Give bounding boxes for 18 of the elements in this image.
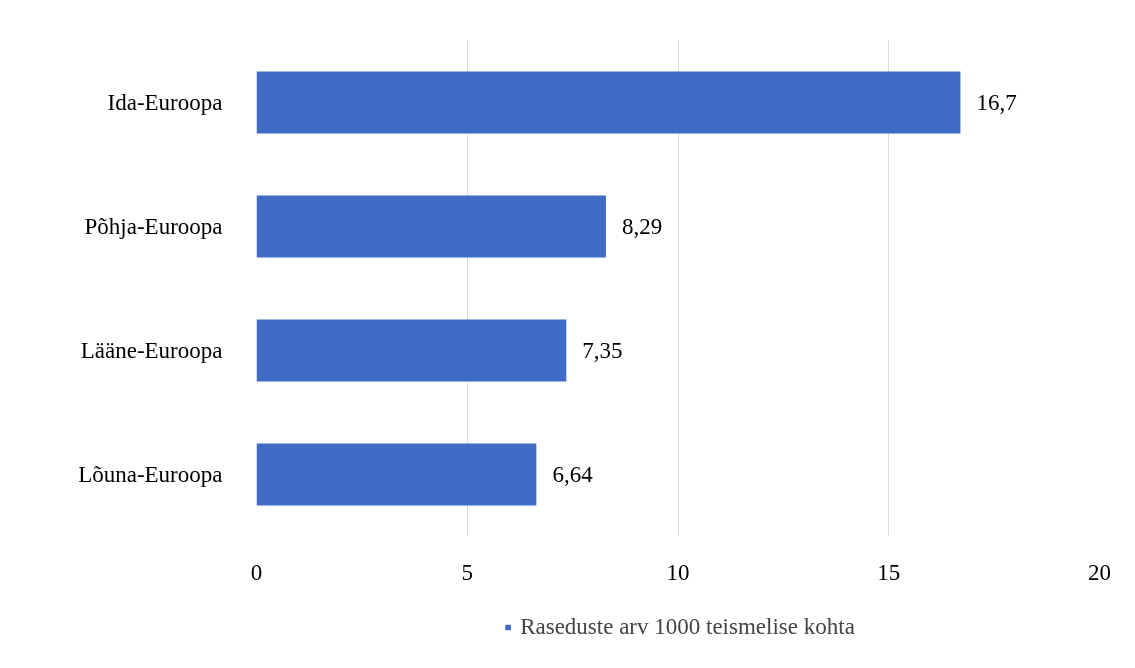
legend-label: Raseduste arv 1000 teismelise kohta — [520, 614, 855, 640]
data-label: 7,35 — [582, 338, 623, 363]
y-tick-label: Põhja-Euroopa — [84, 214, 223, 239]
x-tick-label: 10 — [666, 559, 690, 585]
x-tick-label: 15 — [877, 559, 901, 585]
y-tick-label: Lõuna-Euroopa — [78, 462, 223, 487]
x-tick-label: 20 — [1088, 559, 1111, 585]
bar — [256, 319, 567, 382]
bar — [256, 195, 606, 258]
data-label: 6,64 — [552, 462, 594, 487]
bar — [256, 71, 961, 134]
x-tick-label: 5 — [461, 559, 473, 585]
bar — [256, 443, 537, 506]
data-label: 16,7 — [976, 90, 1017, 115]
y-tick-label: Lääne-Euroopa — [80, 338, 223, 363]
x-tick-label: 0 — [250, 559, 263, 585]
data-label: 8,29 — [621, 214, 663, 239]
y-tick-label: Ida-Euroopa — [107, 90, 223, 115]
